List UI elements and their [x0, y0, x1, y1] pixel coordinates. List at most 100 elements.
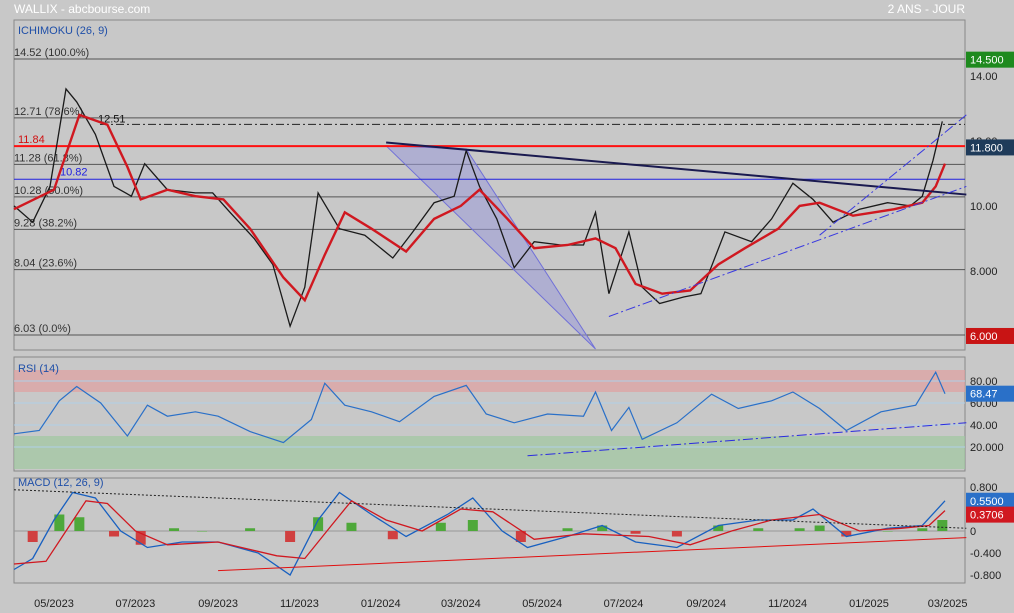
x-tick-3: 11/2023: [280, 598, 319, 610]
macd-hist-bar-26: [937, 520, 948, 531]
ichimoku-series: [13, 113, 947, 303]
macd-hist-bar-8: [285, 531, 296, 542]
macd-hist-bar-2: [74, 517, 85, 531]
rsi-oversold-zone: [14, 436, 965, 469]
rsi-trend-line-0: [527, 422, 967, 457]
macd-tick-4: -0.800: [970, 570, 1001, 582]
macd-hist-bar-7: [245, 528, 256, 531]
macd-hist-bar-20: [753, 528, 764, 531]
price-badge-text-2: 6.000: [970, 331, 998, 343]
macd-hist-bar-18: [671, 531, 682, 537]
macd-hist-bar-3: [109, 531, 120, 537]
fib-label-0: 14.52 (100.0%): [14, 47, 89, 59]
macd-tick-3: -0.400: [970, 548, 1001, 560]
x-tick-1: 07/2023: [115, 598, 155, 610]
rsi-tick-0: 80.00: [970, 376, 998, 388]
price-tick-3: 8.000: [970, 266, 998, 278]
macd-hist-bar-11: [387, 531, 398, 540]
macd-hist-bar-17: [630, 531, 641, 534]
macd-hist-bar-12: [435, 522, 446, 531]
rsi-trend-lines: [527, 422, 967, 457]
signal-series: [13, 499, 946, 565]
resistance-level-label: 11.84: [18, 134, 45, 146]
x-tick-9: 11/2024: [768, 598, 807, 610]
price-badge-text-1: 11.800: [970, 142, 1003, 154]
macd-hist-bar-21: [794, 528, 805, 531]
macd-trend-lines: [13, 489, 967, 572]
rsi-label: RSI (14): [18, 363, 59, 375]
price-series: [13, 87, 943, 329]
rsi-tick-2: 40.00: [970, 420, 998, 432]
rsi-badge: 68.47: [966, 385, 1014, 402]
price-trend-line-0: [386, 141, 967, 196]
macd-hist-bar-6: [197, 531, 208, 532]
macd-hist-bar-14: [515, 531, 526, 542]
macd-hist-bar-15: [562, 528, 573, 531]
macd-series: [13, 491, 946, 576]
period-title: 2 ANS - JOUR: [888, 2, 966, 16]
price-trend-line-2: [819, 114, 967, 236]
macd-trend-line-1: [218, 537, 967, 572]
macd-hist-bar-19: [713, 525, 724, 531]
macd-hist-bar-22: [814, 525, 825, 531]
fib-label-4: 9.28 (38.2%): [14, 217, 77, 229]
macd-badge-box-0: [966, 492, 1014, 509]
x-tick-10: 01/2025: [849, 598, 889, 610]
macd-hist-bar-25: [917, 528, 928, 531]
price-badges: 14.500 11.800 6.000: [966, 51, 1014, 344]
price-badge-box-0: [966, 51, 1014, 68]
macd-hist-bar-10: [346, 522, 357, 531]
x-tick-7: 07/2024: [604, 598, 644, 610]
fib-label-5: 8.04 (23.6%): [14, 258, 77, 270]
macd-badge-box-1: [966, 506, 1014, 523]
macd-tick-0: 0.800: [970, 482, 998, 494]
rsi-badge-box: [966, 385, 1014, 402]
macd-hist-bar-5: [169, 528, 180, 531]
price-tick-0: 14.00: [970, 71, 998, 83]
fib-label-6: 6.03 (0.0%): [14, 323, 71, 335]
macd-hist-bar-13: [467, 520, 478, 531]
triangle-pattern: [384, 145, 596, 350]
price-badge-text-0: 14.500: [970, 55, 1004, 67]
x-tick-0: 05/2023: [34, 598, 74, 610]
price-badge-box-2: [966, 327, 1014, 344]
macd-trend-line-0: [13, 489, 967, 529]
price-trend-line-1: [608, 185, 967, 317]
rsi-badge-text: 68.47: [970, 389, 998, 401]
price-panel: 14.52 (100.0%) 12.71 (78.6%) 11.28 (61.8%)…: [13, 19, 1014, 351]
rsi-frame: [13, 356, 966, 472]
x-tick-11: 03/2025: [928, 598, 968, 610]
dash-level-label: 12.51: [98, 113, 126, 125]
x-tick-4: 01/2024: [361, 598, 401, 610]
macd-hist-bar-0: [27, 531, 38, 542]
rsi-series: [13, 370, 946, 444]
macd-badges: 0.5500 0.3706: [966, 492, 1014, 523]
x-tick-8: 09/2024: [686, 598, 726, 610]
macd-badge-text-0: 0.5500: [970, 496, 1004, 508]
x-axis: 05/2023 07/2023 09/2023 11/2023 01/2024 03/20…: [34, 598, 967, 610]
macd-histogram: [27, 514, 948, 545]
macd-hist-bar-16: [597, 525, 608, 531]
x-tick-5: 03/2024: [441, 598, 481, 610]
rsi-tick-3: 20.000: [970, 442, 1004, 454]
price-tick-2: 10.00: [970, 201, 998, 213]
symbol-title: WALLIX - abcbourse.com: [14, 2, 150, 16]
macd-badge-text-1: 0.3706: [970, 510, 1004, 522]
macd-tick-2: 0: [970, 526, 976, 538]
ichimoku-label: ICHIMOKU (26, 9): [18, 25, 108, 37]
macd-hist-bar-1: [54, 514, 65, 531]
x-tick-6: 05/2024: [522, 598, 562, 610]
support-level-label: 10.82: [60, 166, 88, 178]
price-trend-lines: [386, 114, 967, 317]
macd-hist-bar-9: [313, 517, 324, 531]
fib-label-1: 12.71 (78.6%): [14, 106, 83, 118]
x-tick-2: 09/2023: [198, 598, 238, 610]
macd-hist-bar-23: [841, 531, 852, 537]
macd-hist-bar-4: [135, 531, 146, 545]
price-badge-box-1: [966, 139, 1014, 156]
macd-hist-bar-24: [882, 531, 893, 532]
